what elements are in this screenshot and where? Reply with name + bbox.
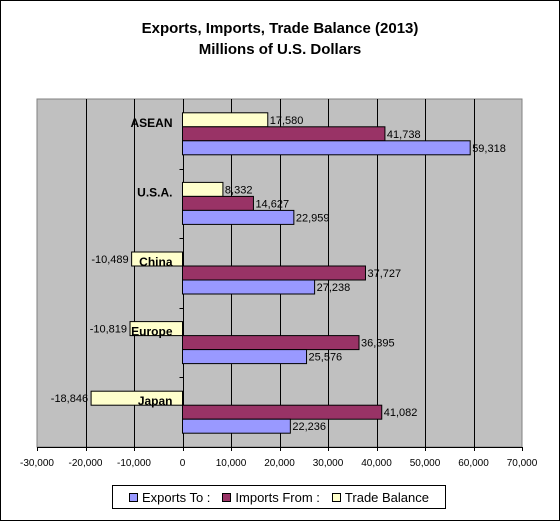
bar	[182, 349, 308, 365]
bar	[182, 112, 269, 128]
x-tick-label: 50,000	[410, 458, 441, 469]
y-tick-label: China	[139, 255, 173, 269]
chart-subtitle: Millions of U.S. Dollars	[198, 41, 362, 58]
y-tick-label: Japan	[138, 394, 173, 408]
y-tick-label: ASEAN	[130, 116, 172, 130]
data-label: 41,082	[384, 407, 418, 419]
bar	[182, 279, 316, 295]
bar	[182, 209, 295, 225]
bar	[129, 321, 183, 337]
data-label: 22,959	[296, 212, 330, 224]
legend-swatch-imports	[222, 492, 232, 502]
x-tick-label: -20,000	[69, 458, 103, 469]
bar	[182, 181, 224, 197]
data-label: 8,332	[225, 184, 253, 196]
data-label: -18,846	[51, 393, 88, 405]
x-tick-label: -30,000	[20, 458, 54, 469]
x-tick-label: 10,000	[216, 458, 247, 469]
data-label: 36,395	[361, 338, 395, 350]
legend: Exports To : Imports From : Trade Balanc…	[112, 485, 446, 509]
bar	[182, 140, 471, 156]
x-tick-label: 60,000	[458, 458, 489, 469]
data-label: -10,819	[90, 324, 127, 336]
chart-title: Exports, Imports, Trade Balance (2013)	[141, 20, 419, 37]
data-label: 22,236	[292, 421, 326, 433]
bar	[182, 404, 383, 420]
bar	[182, 418, 291, 434]
legend-swatch-balance	[331, 492, 341, 502]
x-tick-label: 70,000	[507, 458, 538, 469]
legend-label-balance: Trade Balance	[344, 489, 429, 505]
bar	[182, 126, 386, 142]
y-tick-label: U.S.A.	[137, 185, 172, 199]
x-tick-label: -10,000	[117, 458, 151, 469]
bar	[90, 390, 183, 406]
legend-label-imports: Imports From :	[235, 489, 320, 505]
data-label: 37,727	[367, 268, 401, 280]
legend-item-balance: Trade Balance	[331, 489, 429, 505]
x-tick-label: 30,000	[313, 458, 344, 469]
x-tick-label: 0	[180, 458, 186, 469]
bar	[182, 195, 254, 211]
bar	[182, 335, 360, 351]
x-tick-label: 40,000	[361, 458, 392, 469]
data-label: 17,580	[270, 115, 304, 127]
y-tick-label: Europe	[131, 325, 173, 339]
data-label: 41,738	[387, 129, 421, 141]
data-label: -10,489	[91, 254, 128, 266]
bar	[131, 251, 184, 267]
legend-label-exports: Exports To :	[142, 489, 211, 505]
data-label: 25,576	[309, 352, 343, 364]
bar	[182, 265, 366, 281]
data-label: 27,238	[317, 282, 351, 294]
legend-item-imports: Imports From :	[222, 490, 320, 505]
x-tick-label: 20,000	[264, 458, 295, 469]
data-label: 59,318	[472, 143, 506, 155]
data-label: 14,627	[255, 198, 289, 210]
legend-item-exports: Exports To :	[129, 490, 210, 505]
legend-swatch-exports	[129, 492, 138, 502]
